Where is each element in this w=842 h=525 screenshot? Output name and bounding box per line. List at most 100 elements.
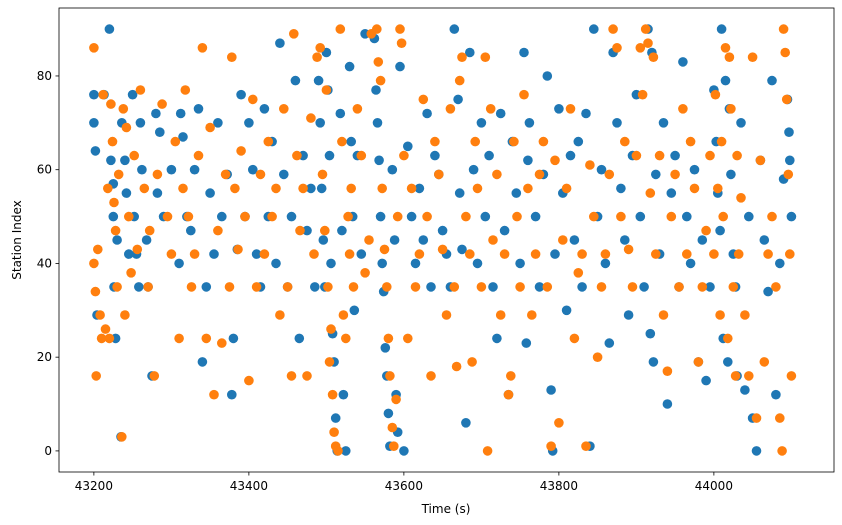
series-1-point-0: [89, 43, 99, 53]
series-0-point-70: [316, 183, 327, 194]
series-1-point-190: [674, 282, 684, 292]
series-0-point-140: [519, 47, 529, 58]
y-tick-label: 80: [37, 69, 52, 83]
series-0-point-20: [134, 282, 144, 292]
series-0-point-150: [550, 249, 560, 259]
series-1-point-18: [118, 104, 129, 114]
series-0-point-69: [315, 118, 326, 128]
series-0-point-26: [151, 108, 161, 119]
series-0-point-173: [639, 282, 649, 292]
series-1-point-9: [103, 183, 113, 194]
series-1-point-23: [129, 150, 139, 161]
series-0-point-35: [186, 225, 196, 236]
series-0-point-43: [217, 211, 227, 222]
series-1-point-21: [124, 211, 134, 222]
series-0-point-144: [530, 211, 541, 222]
series-1-point-164: [581, 441, 591, 452]
series-0-point-113: [418, 235, 429, 245]
series-1-point-171: [608, 24, 618, 34]
series-1-point-61: [267, 211, 277, 222]
series-1-point-178: [635, 43, 646, 53]
series-1-point-200: [710, 89, 721, 100]
series-1-point-109: [391, 394, 401, 405]
series-1-point-218: [755, 155, 766, 166]
series-1-point-47: [217, 338, 227, 348]
series-0-point-50: [244, 118, 254, 128]
x-tick-label: 43600: [385, 479, 423, 493]
x-tick-label: 43800: [540, 479, 578, 493]
series-1-point-73: [309, 249, 319, 259]
series-1-point-203: [716, 136, 727, 147]
series-0-point-103: [387, 164, 398, 175]
series-1-point-135: [476, 282, 487, 292]
series-1-point-123: [437, 244, 448, 255]
series-1-point-44: [205, 122, 215, 133]
series-0-point-71: [318, 235, 329, 245]
series-1-point-107: [387, 422, 398, 433]
series-0-point-199: [720, 75, 731, 86]
series-0-point-216: [775, 258, 785, 269]
series-1-point-45: [209, 389, 219, 400]
series-1-point-51: [230, 183, 240, 194]
series-0-point-157: [577, 282, 587, 292]
series-1-point-143: [503, 389, 514, 400]
series-0-point-147: [542, 71, 553, 81]
series-1-point-202: [715, 310, 725, 320]
series-0-point-6: [106, 155, 116, 166]
series-1-point-131: [465, 249, 475, 259]
series-0-point-158: [581, 108, 591, 119]
series-0-point-177: [648, 357, 659, 367]
series-1-point-124: [441, 310, 452, 320]
series-0-point-132: [488, 282, 498, 292]
series-1-point-184: [651, 249, 661, 259]
series-1-point-102: [377, 183, 388, 194]
series-0-point-15: [121, 188, 132, 198]
series-0-point-164: [604, 338, 615, 348]
series-1-point-116: [410, 282, 421, 292]
series-0-point-154: [565, 150, 576, 161]
series-0-point-94: [372, 118, 383, 128]
series-1-point-30: [152, 169, 163, 180]
series-0-point-14: [120, 155, 130, 166]
series-0-point-213: [763, 286, 773, 297]
series-1-point-13: [109, 197, 119, 208]
series-1-point-105: [383, 333, 394, 344]
series-1-point-58: [255, 169, 266, 180]
series-0-point-83: [338, 389, 349, 400]
series-1-point-24: [132, 244, 143, 255]
series-0-point-191: [701, 375, 711, 386]
series-1-point-144: [506, 371, 516, 381]
series-1-point-15: [112, 282, 122, 292]
series-1-point-10: [104, 333, 115, 344]
series-0-point-58: [275, 38, 285, 48]
series-1-point-104: [382, 282, 392, 292]
series-1-point-33: [166, 249, 177, 259]
series-1-point-159: [561, 183, 572, 194]
series-0-point-187: [685, 258, 696, 269]
y-tick-label: 40: [37, 256, 52, 270]
series-0-point-151: [554, 104, 564, 114]
series-0-point-175: [645, 328, 656, 339]
series-1-point-193: [685, 136, 696, 147]
series-0-point-108: [399, 446, 409, 456]
series-1-point-74: [312, 52, 322, 62]
series-0-point-63: [294, 333, 305, 344]
series-1-point-120: [426, 371, 436, 381]
series-1-point-91: [344, 249, 355, 259]
series-0-point-101: [383, 408, 394, 419]
series-0-point-186: [682, 211, 692, 222]
series-1-point-77: [320, 225, 330, 236]
series-1-point-212: [733, 249, 744, 259]
plot-frame: [58, 7, 835, 473]
series-1-point-153: [538, 136, 549, 147]
series-1-point-158: [558, 235, 568, 245]
series-1-point-100: [373, 57, 384, 67]
series-1-point-28: [144, 225, 155, 236]
series-0-point-139: [515, 258, 525, 269]
series-0-point-1: [89, 118, 99, 128]
y-tick-label: 60: [37, 163, 52, 177]
series-0-point-67: [310, 282, 320, 292]
series-1-point-19: [120, 310, 130, 320]
series-1-point-119: [422, 211, 432, 222]
